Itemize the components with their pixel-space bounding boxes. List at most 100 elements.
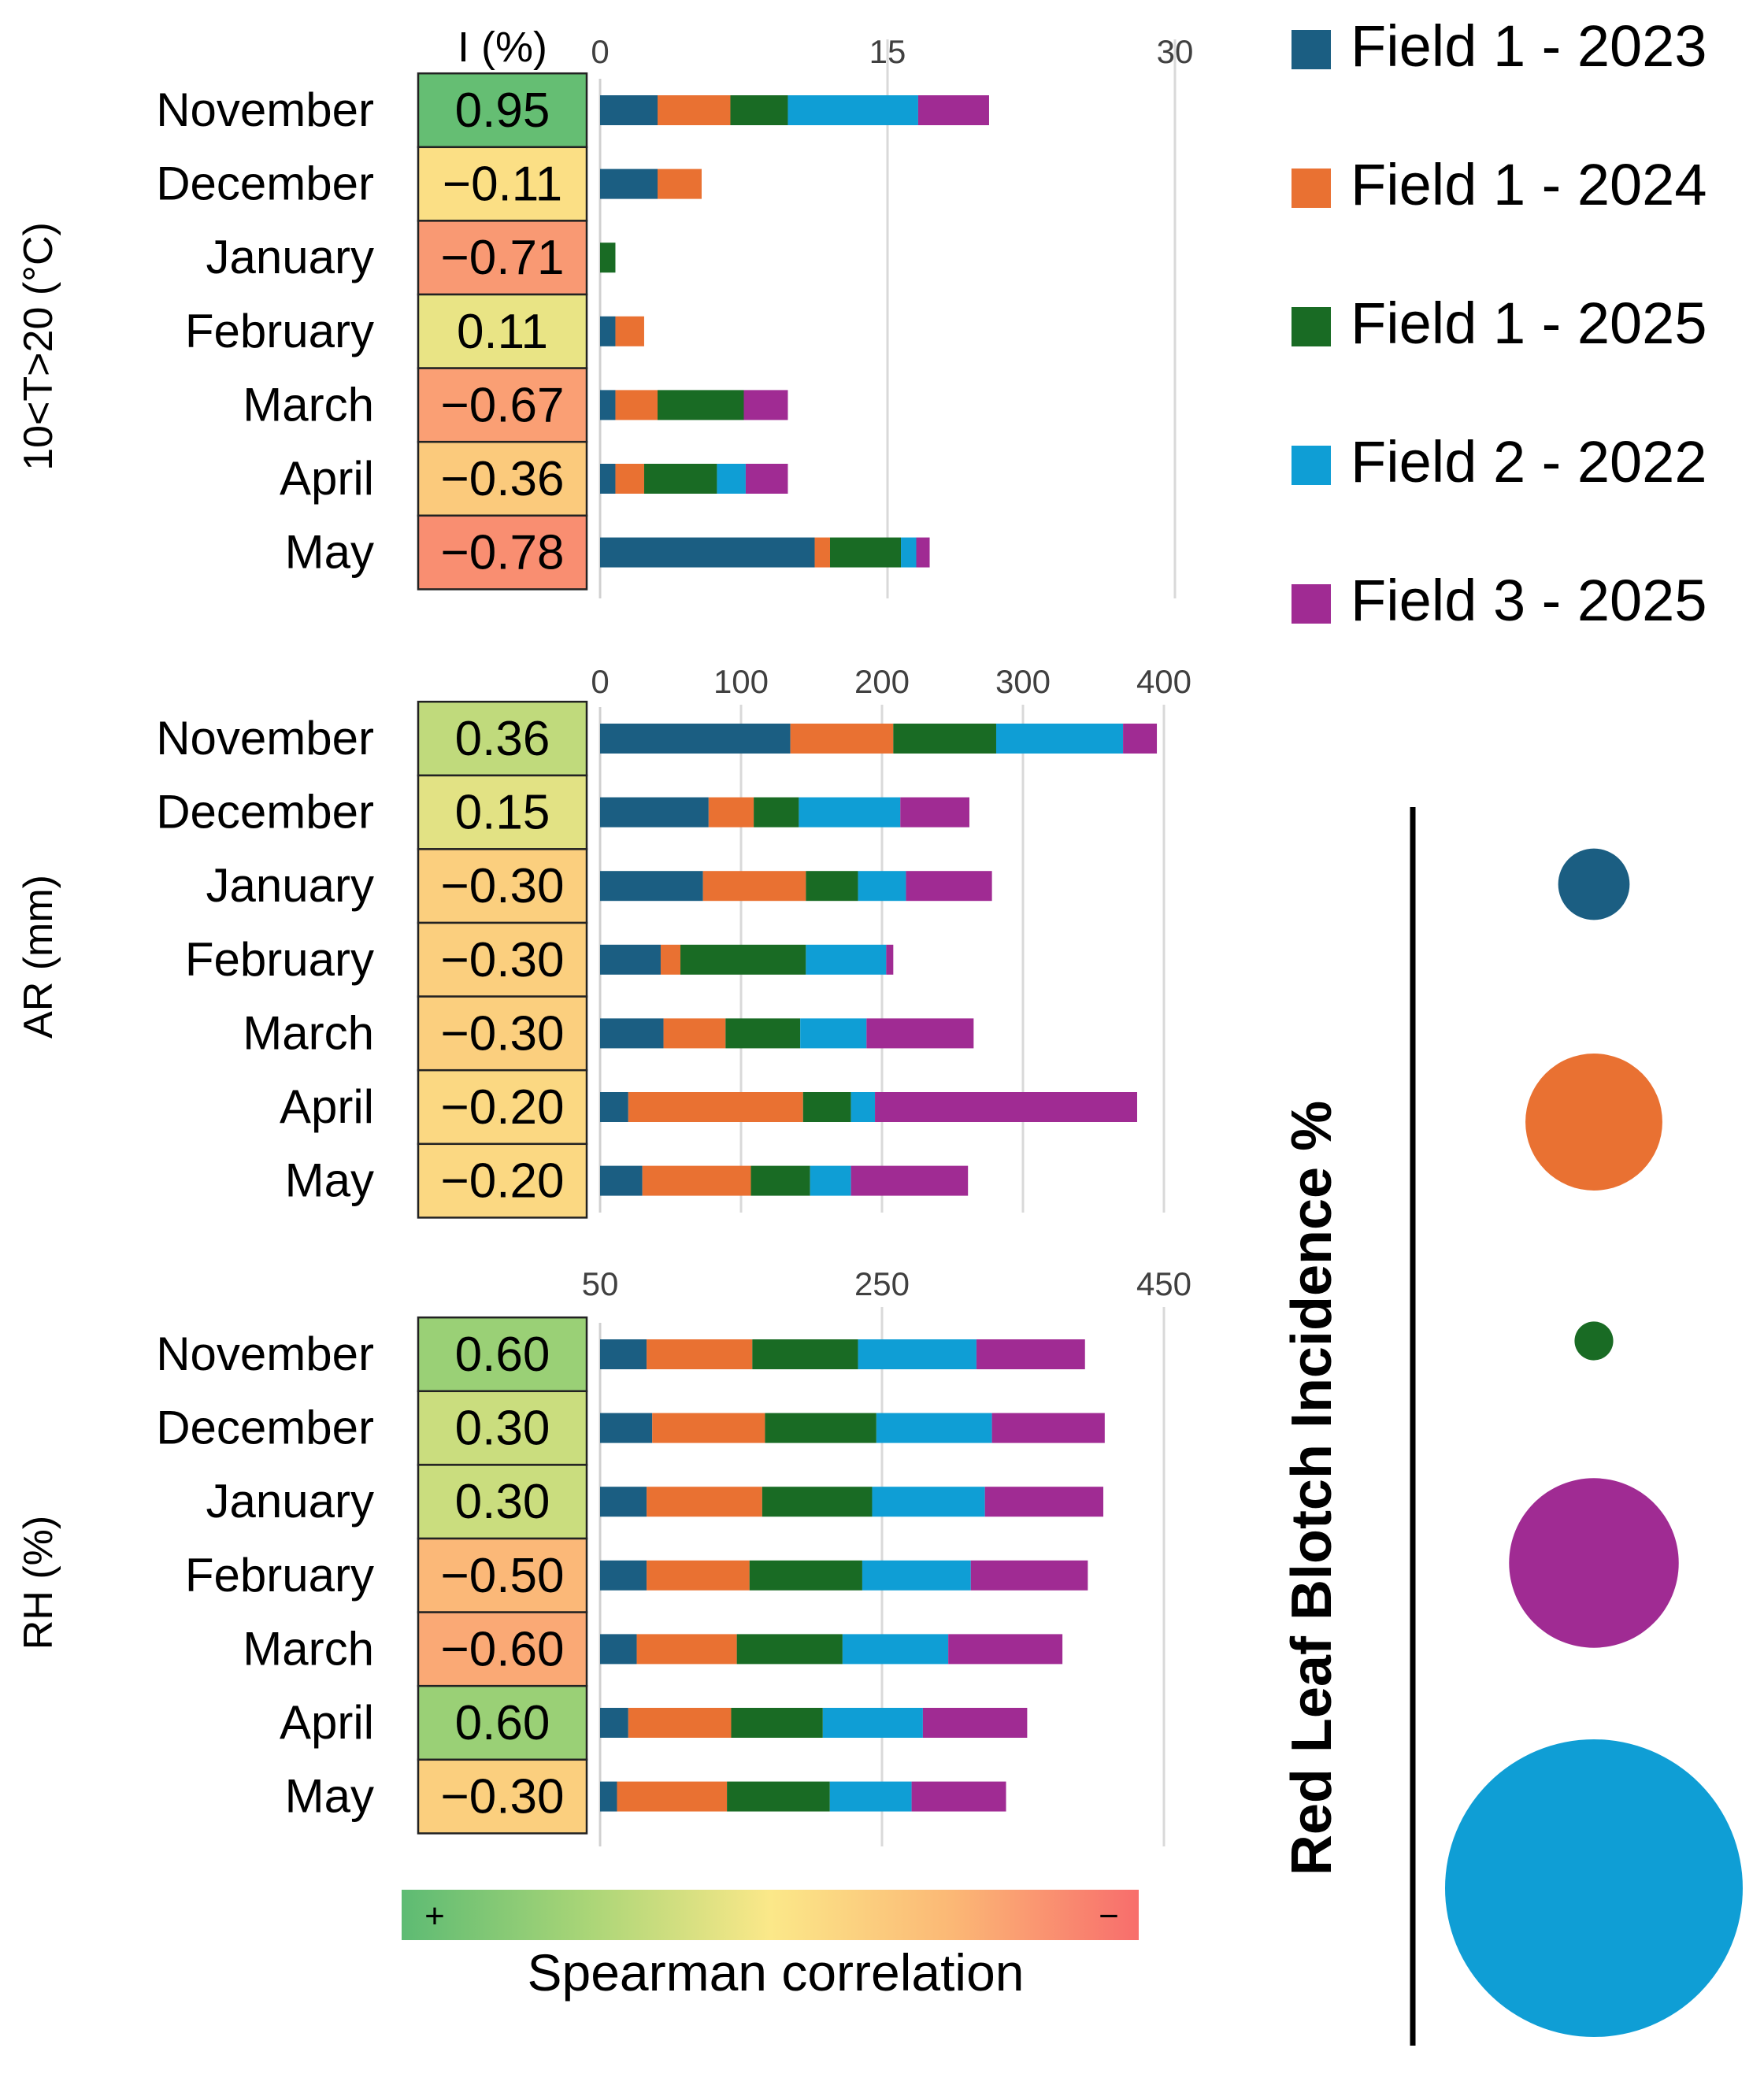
bar-segment [810,1165,851,1196]
correlation-value: −0.50 [441,1549,565,1603]
bar-segment [642,1165,751,1196]
correlation-cell [417,995,588,1072]
month-label: April [280,452,374,505]
tick-label: 0 [591,663,609,700]
bar-segment [790,724,894,754]
month-label: March [243,1006,374,1059]
panel-ylabel: AR (mm) [16,875,61,1039]
correlation-cell [417,146,588,222]
legend-item: Field 3 - 2025 [1292,568,1707,633]
month-label: March [243,378,374,431]
bubble [1525,1054,1662,1191]
bar-segment [615,464,644,494]
bar-segment [745,464,788,494]
bar-segment [814,537,830,568]
bar-segment [600,797,709,828]
bar-segment [600,1092,628,1122]
correlation-cell [417,1390,588,1466]
correlation-cell [417,1684,588,1761]
bar-segment [976,1339,1085,1369]
bar-segment [754,797,799,828]
bar-segment [862,1560,971,1591]
bar-segment [600,243,616,273]
bar-segment [875,1092,1137,1122]
bar-segment [600,1413,653,1443]
tick-label: 300 [995,663,1051,700]
tick-label: 30 [1157,33,1194,70]
tick-label: 15 [869,33,906,70]
correlation-cell [417,1142,588,1219]
bar-segment [1123,724,1158,754]
correlation-value: −0.30 [441,933,565,987]
bar-segment [995,724,1124,754]
bar-segment [652,1413,765,1443]
bar-segment [600,1165,643,1196]
bar-segment [762,1487,873,1517]
panel-1: 0 15 30 I (%) 10<T>20 (°C) November 0.95 Decemb… [16,24,1193,598]
bar-segment [600,537,815,568]
bar-segment [911,1781,1006,1812]
legend: Field 1 - 2023 Field 1 - 2024 Field 1 - 20… [1292,13,1707,633]
bar-segment [917,95,989,125]
bar-segment [765,1413,876,1443]
bar-segment [984,1487,1104,1517]
bar-segment [800,1018,867,1049]
correlation-value: 0.60 [455,1328,550,1382]
bar-segment [901,537,917,568]
bar-segment [628,1092,803,1122]
bar-segment [916,537,930,568]
bar-segment [600,316,616,346]
bubble [1558,848,1630,920]
correlation-value: 0.30 [455,1402,550,1456]
bar-segment [658,390,744,420]
bar-segment [906,871,992,902]
bubble [1509,1478,1679,1648]
bar-segment [600,169,658,199]
legend-label: Field 1 - 2023 [1351,13,1707,79]
month-label: February [185,933,374,986]
bar-segment [727,1781,830,1812]
tick-label: 100 [713,663,769,700]
tick-label: 250 [854,1265,910,1302]
month-label: May [285,1154,374,1207]
bar-segment [600,1018,664,1049]
correlation-value: 0.60 [455,1696,550,1750]
bar-segment [743,390,788,420]
bar-segment [736,1634,843,1665]
bar-segment [600,95,658,125]
bar-segment [600,871,703,902]
correlation-cell [417,1537,588,1613]
bar-segment [600,1781,617,1812]
bar-segment [660,944,681,975]
bar-segment [680,944,806,975]
bar-segment [617,1781,728,1812]
bar-segment [991,1413,1105,1443]
correlation-value: 0.95 [455,83,550,138]
legend-swatch [1292,169,1331,208]
correlation-cell [417,220,588,296]
legend-swatch [1292,446,1331,485]
month-label: January [206,1475,374,1528]
legend-label: Field 1 - 2024 [1351,152,1707,217]
bar-segment [948,1634,1063,1665]
month-label: May [285,1770,374,1823]
legend-swatch [1292,307,1331,346]
bar-segment [717,464,746,494]
panel-ylabel: RH (%) [16,1516,61,1650]
bar-segment [600,944,661,975]
legend-item: Field 1 - 2025 [1292,291,1707,356]
bubble-legend-title: Red Leaf Blotch Incidence % [1280,1101,1343,1876]
correlation-cell [417,921,588,998]
bar-segment [806,944,887,975]
month-label: December [156,1402,374,1454]
bar-segment [725,1018,801,1049]
colorbar-plus: + [424,1897,445,1935]
bar-segment [829,1781,912,1812]
bar-segment [628,1708,732,1738]
colorbar: + − Spearman correlation [402,1890,1139,2002]
bubble-legend: Red Leaf Blotch Incidence % [1280,807,1743,2046]
bar-segment [600,464,616,494]
panels: 0 15 30 I (%) 10<T>20 (°C) November 0.95 Decemb… [16,24,1193,1846]
month-label: April [280,1080,374,1133]
legend-swatch [1292,30,1331,69]
